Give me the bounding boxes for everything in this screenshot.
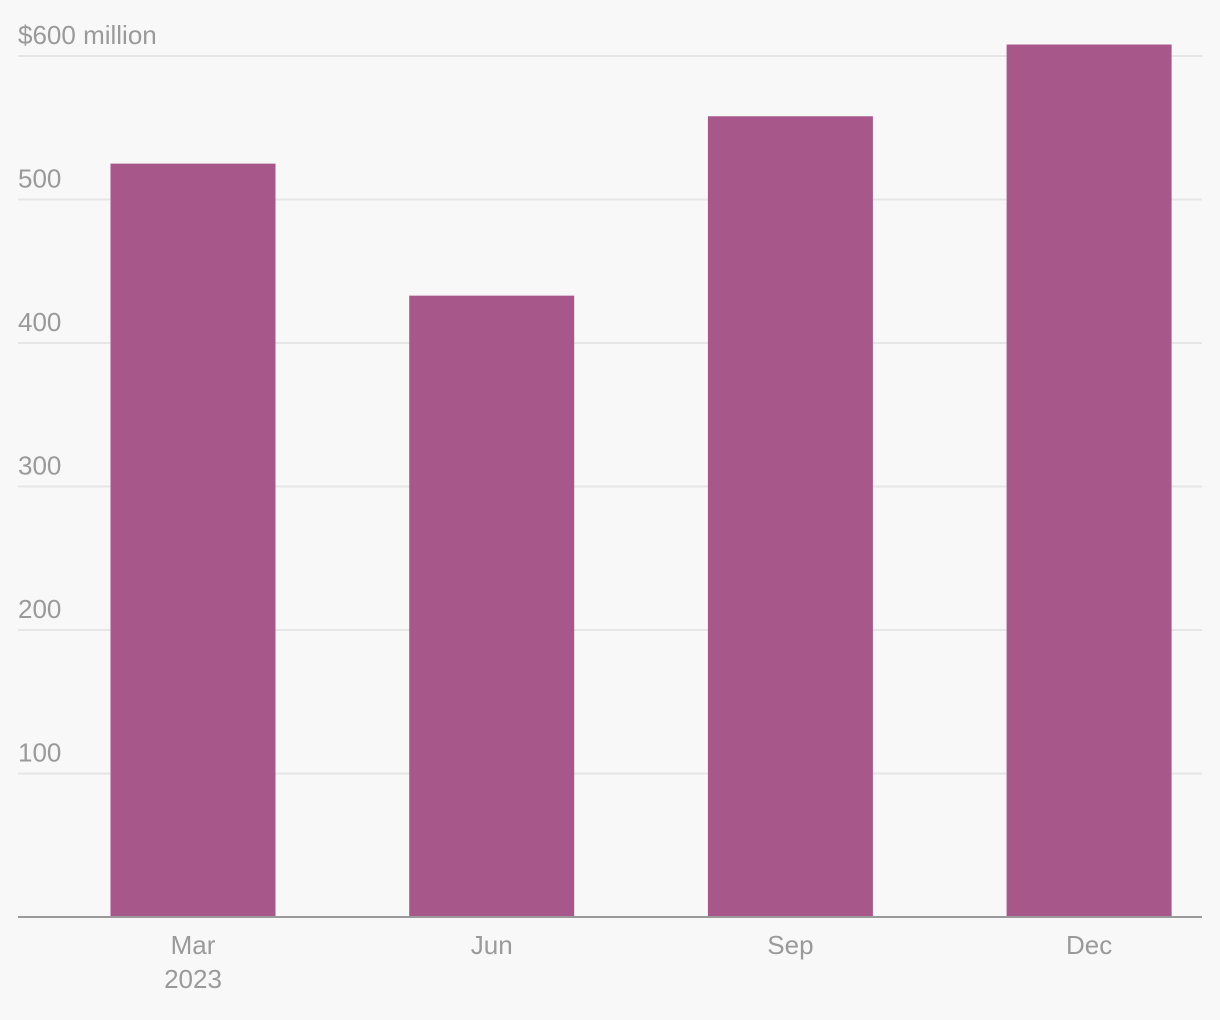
x-tick-label: Sep xyxy=(767,930,813,960)
y-tick-label: 500 xyxy=(18,163,61,193)
bar xyxy=(707,116,873,917)
bar xyxy=(1006,44,1172,917)
x-tick-label: Mar xyxy=(171,930,216,960)
y-tick-label: 400 xyxy=(18,307,61,337)
x-year-label: 2023 xyxy=(164,964,222,994)
x-tick-label: Jun xyxy=(471,930,513,960)
bar xyxy=(409,295,575,917)
y-tick-label: $600 million xyxy=(18,20,157,50)
y-tick-label: 300 xyxy=(18,450,61,480)
x-tick-label: Dec xyxy=(1066,930,1112,960)
y-tick-label: 200 xyxy=(18,594,61,624)
bar xyxy=(110,163,276,917)
y-tick-label: 100 xyxy=(18,737,61,767)
